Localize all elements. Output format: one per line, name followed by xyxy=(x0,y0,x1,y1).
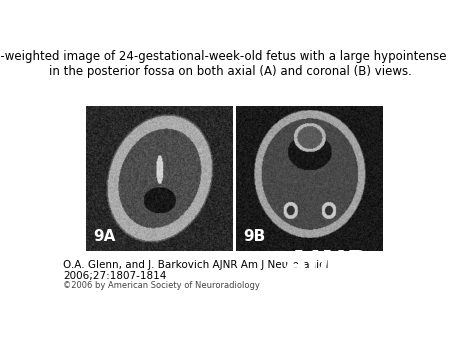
Text: ©2006 by American Society of Neuroradiology: ©2006 by American Society of Neuroradiol… xyxy=(63,282,260,290)
Text: SSFSE T2-weighted image of 24-gestational-week-old fetus with a large hypointens: SSFSE T2-weighted image of 24-gestationa… xyxy=(0,50,450,78)
Text: 2006;27:1807-1814: 2006;27:1807-1814 xyxy=(63,271,166,281)
Text: O.A. Glenn, and J. Barkovich AJNR Am J Neuroradiol: O.A. Glenn, and J. Barkovich AJNR Am J N… xyxy=(63,261,328,270)
